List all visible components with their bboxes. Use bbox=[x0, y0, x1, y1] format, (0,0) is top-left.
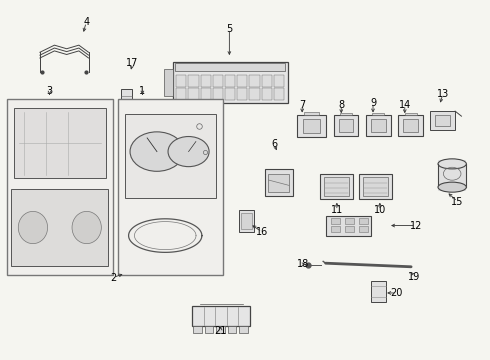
Bar bbox=[164, 69, 172, 96]
Bar bbox=[269, 174, 289, 192]
Bar bbox=[359, 174, 392, 199]
Bar bbox=[192, 306, 250, 326]
Bar bbox=[176, 75, 186, 87]
Ellipse shape bbox=[438, 159, 466, 169]
Text: 19: 19 bbox=[409, 272, 421, 282]
Bar bbox=[274, 75, 284, 87]
Text: 4: 4 bbox=[83, 17, 89, 27]
Bar bbox=[200, 75, 211, 87]
Bar bbox=[249, 75, 260, 87]
Bar bbox=[297, 115, 326, 137]
Bar bbox=[438, 160, 466, 191]
Bar bbox=[303, 119, 320, 132]
Bar bbox=[366, 116, 391, 135]
Bar bbox=[430, 111, 455, 130]
Bar bbox=[200, 88, 211, 100]
Text: 20: 20 bbox=[390, 288, 403, 298]
Bar bbox=[176, 88, 186, 100]
Text: 7: 7 bbox=[299, 100, 305, 110]
Bar bbox=[398, 116, 423, 135]
Text: 8: 8 bbox=[338, 100, 344, 110]
Bar bbox=[339, 120, 353, 131]
Bar bbox=[188, 88, 198, 100]
Bar bbox=[125, 114, 216, 198]
Bar bbox=[172, 62, 288, 103]
Text: 14: 14 bbox=[399, 100, 411, 110]
Ellipse shape bbox=[438, 182, 466, 192]
Bar bbox=[262, 75, 272, 87]
Bar bbox=[359, 219, 368, 224]
Bar bbox=[331, 219, 340, 224]
Bar bbox=[359, 226, 368, 232]
Bar bbox=[225, 88, 235, 100]
Bar bbox=[237, 88, 247, 100]
Ellipse shape bbox=[18, 211, 48, 244]
Text: 1: 1 bbox=[139, 86, 146, 96]
Bar bbox=[249, 88, 260, 100]
Bar bbox=[435, 115, 450, 126]
Bar bbox=[274, 88, 284, 100]
Bar bbox=[372, 113, 385, 116]
Bar bbox=[11, 189, 108, 266]
Text: 10: 10 bbox=[374, 206, 386, 216]
Text: 3: 3 bbox=[47, 86, 52, 96]
Bar bbox=[324, 177, 349, 196]
Bar bbox=[213, 88, 223, 100]
Bar bbox=[405, 113, 417, 116]
Bar bbox=[228, 326, 236, 333]
Bar bbox=[14, 108, 106, 178]
Bar bbox=[213, 75, 223, 87]
Text: 18: 18 bbox=[296, 259, 309, 269]
Bar bbox=[326, 216, 370, 235]
Text: 13: 13 bbox=[437, 89, 449, 99]
Bar bbox=[122, 89, 132, 102]
Text: 15: 15 bbox=[451, 197, 464, 207]
Bar bbox=[188, 75, 198, 87]
Ellipse shape bbox=[72, 211, 101, 244]
Bar bbox=[175, 63, 285, 71]
Text: 11: 11 bbox=[331, 206, 343, 216]
Text: 16: 16 bbox=[256, 227, 268, 237]
Bar bbox=[345, 226, 354, 232]
Bar bbox=[331, 226, 340, 232]
Bar bbox=[6, 99, 113, 275]
Bar bbox=[237, 75, 247, 87]
Bar bbox=[239, 211, 254, 232]
Bar bbox=[239, 326, 248, 333]
Bar bbox=[241, 213, 252, 229]
Bar bbox=[334, 116, 358, 135]
Bar bbox=[371, 281, 386, 302]
Bar bbox=[304, 112, 319, 115]
Bar bbox=[193, 326, 202, 333]
Text: 12: 12 bbox=[410, 221, 422, 230]
Bar bbox=[225, 75, 235, 87]
Circle shape bbox=[168, 136, 209, 167]
Text: 9: 9 bbox=[370, 98, 376, 108]
Text: 2: 2 bbox=[110, 273, 116, 283]
Bar bbox=[216, 326, 225, 333]
Text: 6: 6 bbox=[271, 139, 277, 149]
Bar bbox=[363, 177, 388, 196]
Bar bbox=[403, 120, 418, 131]
Bar bbox=[320, 174, 353, 199]
Bar bbox=[265, 169, 293, 196]
Circle shape bbox=[130, 132, 184, 171]
Text: 17: 17 bbox=[126, 58, 139, 68]
Text: 5: 5 bbox=[226, 24, 232, 35]
Bar bbox=[262, 88, 272, 100]
Bar bbox=[118, 99, 223, 275]
Bar bbox=[345, 219, 354, 224]
Text: 21: 21 bbox=[215, 325, 227, 336]
Bar bbox=[340, 113, 352, 116]
Bar bbox=[205, 326, 213, 333]
Bar bbox=[371, 120, 386, 131]
